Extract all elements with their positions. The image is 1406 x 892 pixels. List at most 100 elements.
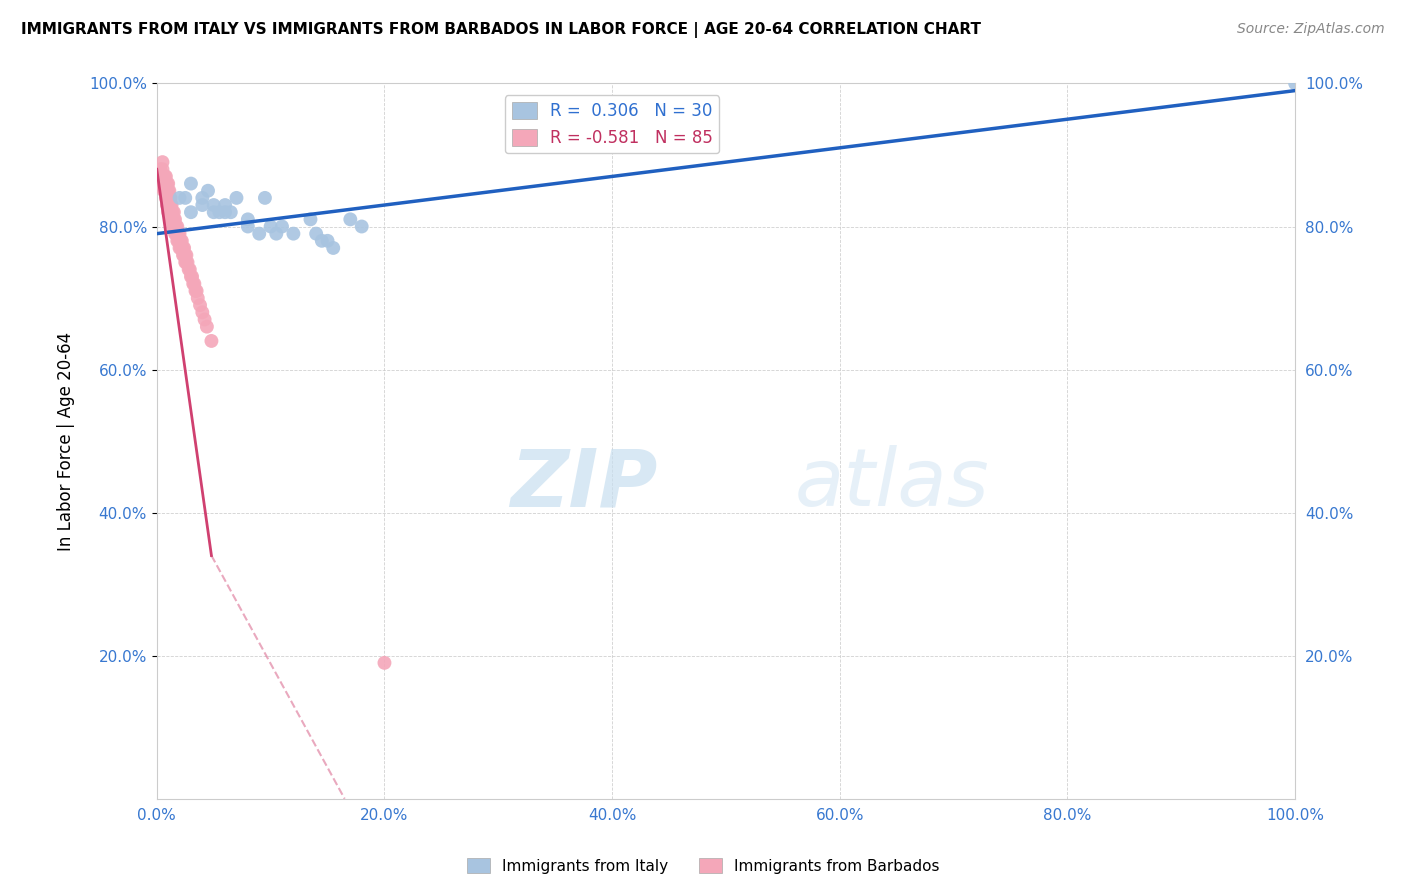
Legend: Immigrants from Italy, Immigrants from Barbados: Immigrants from Italy, Immigrants from B…: [461, 852, 945, 880]
Point: [176, 255, 198, 269]
Point: [153, 169, 176, 184]
Point: [181, 277, 204, 291]
Point: [166, 227, 188, 241]
Y-axis label: In Labor Force | Age 20-64: In Labor Force | Age 20-64: [58, 332, 75, 550]
Point: [157, 205, 180, 219]
Point: [202, 198, 225, 212]
Point: [373, 656, 395, 670]
Point: [155, 191, 177, 205]
Point: [174, 255, 197, 269]
Point: [149, 177, 172, 191]
Point: [167, 234, 190, 248]
Point: [177, 262, 200, 277]
Point: [170, 234, 193, 248]
Point: [184, 284, 207, 298]
Point: [219, 205, 242, 219]
Point: [155, 169, 177, 184]
Point: [156, 191, 179, 205]
Text: atlas: atlas: [794, 445, 988, 523]
Point: [163, 227, 186, 241]
Point: [339, 212, 361, 227]
Point: [214, 205, 236, 219]
Point: [173, 248, 195, 262]
Point: [172, 241, 194, 255]
Point: [305, 227, 328, 241]
Point: [172, 248, 194, 262]
Point: [271, 219, 294, 234]
Point: [156, 177, 179, 191]
Point: [253, 191, 276, 205]
Point: [165, 227, 187, 241]
Point: [157, 191, 180, 205]
Point: [155, 177, 177, 191]
Point: [157, 198, 180, 212]
Point: [159, 198, 181, 212]
Point: [166, 234, 188, 248]
Point: [208, 205, 231, 219]
Point: [191, 305, 214, 319]
Point: [162, 219, 184, 234]
Point: [162, 205, 184, 219]
Point: [167, 227, 190, 241]
Point: [1284, 77, 1306, 91]
Point: [157, 198, 180, 212]
Point: [159, 191, 181, 205]
Point: [160, 205, 183, 219]
Point: [170, 241, 193, 255]
Text: IMMIGRANTS FROM ITALY VS IMMIGRANTS FROM BARBADOS IN LABOR FORCE | AGE 20-64 COR: IMMIGRANTS FROM ITALY VS IMMIGRANTS FROM…: [21, 22, 981, 38]
Point: [163, 219, 186, 234]
Point: [163, 205, 186, 219]
Point: [163, 219, 186, 234]
Point: [180, 177, 202, 191]
Point: [159, 212, 181, 227]
Point: [180, 269, 202, 284]
Point: [169, 227, 191, 241]
Point: [169, 191, 191, 205]
Point: [157, 184, 180, 198]
Point: [259, 219, 281, 234]
Point: [159, 205, 181, 219]
Point: [152, 177, 174, 191]
Point: [149, 162, 172, 177]
Point: [299, 212, 322, 227]
Point: [153, 177, 176, 191]
Point: [160, 212, 183, 227]
Text: ZIP: ZIP: [510, 445, 658, 523]
Point: [195, 319, 218, 334]
Point: [350, 219, 373, 234]
Point: [181, 269, 204, 284]
Point: [157, 184, 180, 198]
Point: [187, 291, 209, 305]
Point: [157, 205, 180, 219]
Point: [156, 198, 179, 212]
Point: [169, 234, 191, 248]
Point: [191, 191, 214, 205]
Point: [148, 169, 170, 184]
Point: [322, 241, 344, 255]
Point: [163, 212, 186, 227]
Point: [194, 312, 217, 326]
Point: [150, 177, 173, 191]
Point: [266, 227, 288, 241]
Point: [157, 177, 180, 191]
Point: [183, 277, 205, 291]
Point: [173, 241, 195, 255]
Point: [176, 248, 198, 262]
Point: [316, 234, 339, 248]
Point: [156, 184, 179, 198]
Legend: R =  0.306   N = 30, R = -0.581   N = 85: R = 0.306 N = 30, R = -0.581 N = 85: [505, 95, 720, 153]
Point: [150, 169, 173, 184]
Point: [247, 227, 270, 241]
Text: Source: ZipAtlas.com: Source: ZipAtlas.com: [1237, 22, 1385, 37]
Point: [176, 255, 198, 269]
Point: [153, 184, 176, 198]
Point: [179, 262, 201, 277]
Point: [152, 155, 174, 169]
Point: [236, 212, 259, 227]
Point: [174, 248, 197, 262]
Point: [200, 334, 222, 348]
Point: [170, 234, 193, 248]
Point: [202, 205, 225, 219]
Point: [236, 219, 259, 234]
Point: [311, 234, 333, 248]
